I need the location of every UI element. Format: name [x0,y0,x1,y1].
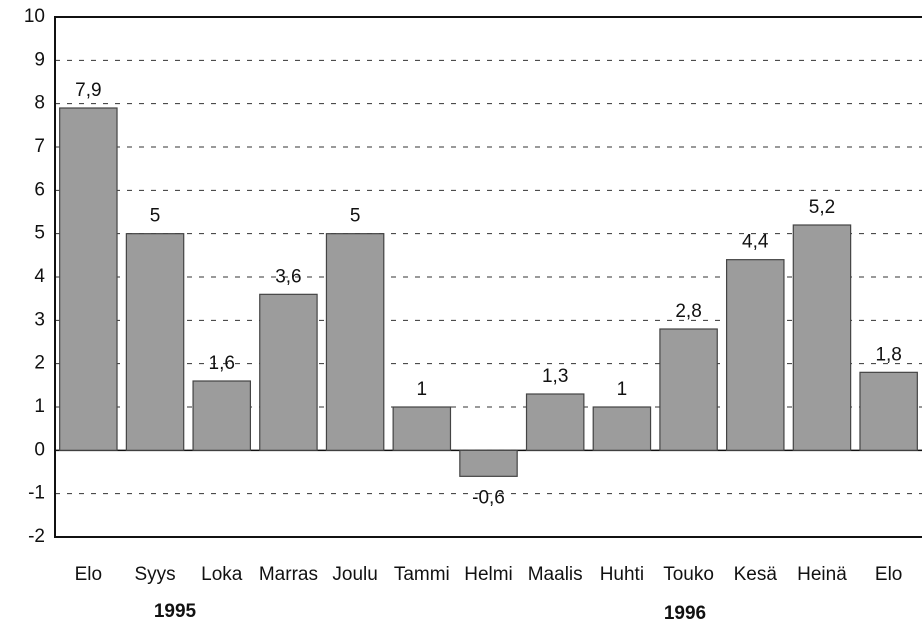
value-label: 3,6 [275,266,301,287]
value-label: 1 [617,379,628,400]
bar [859,371,918,451]
x-tick-label: Helmi [464,564,513,585]
year-label: 1996 [664,603,706,624]
value-label: 5,2 [809,197,835,218]
y-tick-label: 4 [34,266,45,287]
bar [125,233,185,451]
value-label: 1,6 [209,353,235,374]
x-tick-label: Maalis [528,564,583,585]
y-tick-label: 5 [34,223,45,244]
y-tick-label: 3 [34,309,45,330]
bar [259,293,318,451]
value-label: 1,8 [875,344,901,365]
value-label: 1,3 [542,366,568,387]
x-tick-label: Heinä [797,564,847,585]
bar [325,233,385,451]
value-label: 2,8 [675,301,701,322]
y-tick-label: -1 [28,483,45,504]
x-tick-label: Kesä [734,564,778,585]
y-tick-label: 9 [34,49,45,70]
bar [592,406,652,451]
y-tick-label: 6 [34,179,45,200]
y-tick-label: 1 [34,396,45,417]
bar [792,224,852,451]
y-tick-label: 0 [34,439,45,460]
bar [525,393,585,451]
x-tick-label: Loka [201,564,243,585]
y-tick-label: 2 [34,353,45,374]
bar [459,449,518,477]
value-label: 1 [417,379,428,400]
x-tick-label: Elo [875,564,902,585]
plot-frame [54,16,922,538]
bar [192,380,252,451]
value-label: 5 [150,206,161,227]
value-label: 5 [350,206,361,227]
x-tick-label: Touko [663,564,714,585]
bar [725,259,785,451]
x-tick-label: Tammi [394,564,450,585]
year-label: 1995 [154,601,197,622]
value-label: 7,9 [75,80,101,101]
y-tick-label: 10 [24,6,45,27]
y-tick-label: 7 [34,136,45,157]
x-tick-label: Huhti [600,564,644,585]
x-tick-label: Marras [259,564,318,585]
value-label: -0,6 [472,487,505,508]
bar [59,107,118,451]
bar [659,328,718,451]
value-label: 4,4 [742,232,769,253]
x-tick-label: Joulu [332,564,377,585]
y-tick-label: 8 [34,93,45,114]
x-tick-label: Syys [134,564,175,585]
y-tick-label: -2 [28,526,45,547]
x-tick-label: Elo [75,564,102,585]
bar [392,406,452,451]
